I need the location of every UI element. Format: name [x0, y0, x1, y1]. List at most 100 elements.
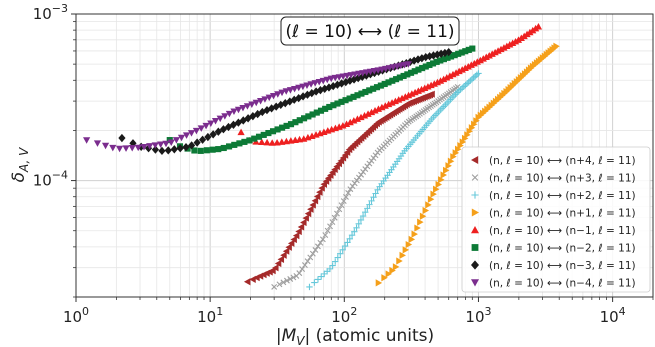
data-point: [362, 208, 369, 216]
data-point: [462, 48, 469, 55]
y-tick-label: 10−4: [33, 169, 68, 190]
data-point: [338, 202, 345, 209]
data-point: [337, 250, 344, 257]
data-point: [418, 54, 426, 63]
legend-marker: [471, 279, 479, 287]
data-point: [316, 86, 325, 95]
data-point: [330, 102, 337, 109]
data-point: [146, 143, 154, 150]
data-point: [350, 117, 358, 124]
data-point: [343, 194, 349, 200]
data-point: [392, 263, 400, 271]
data-point: [473, 117, 480, 125]
x-tick-label: 102: [331, 305, 357, 326]
legend-label: (n, ℓ = 10) ⟷ (n+3, ℓ = 11): [489, 173, 636, 185]
series-2: [271, 83, 461, 290]
data-point: [297, 223, 305, 231]
data-point: [450, 153, 457, 161]
data-point: [287, 239, 295, 247]
data-point: [389, 266, 396, 275]
data-point: [430, 190, 437, 198]
data-point: [437, 57, 444, 64]
data-point: [314, 276, 322, 283]
data-point: [465, 46, 472, 53]
data-point: [447, 157, 455, 165]
data-point: [93, 140, 102, 147]
data-point: [151, 145, 160, 154]
data-point: [405, 240, 413, 249]
data-point: [345, 189, 352, 196]
data-point: [342, 97, 349, 104]
data-point: [309, 201, 316, 209]
data-point: [338, 98, 345, 105]
legend-marker: [471, 174, 479, 181]
y-axis-label: δA, V: [9, 147, 31, 182]
data-point: [445, 48, 453, 57]
data-point: [374, 105, 383, 112]
data-point: [251, 135, 258, 142]
data-point: [246, 137, 253, 144]
data-point: [215, 146, 222, 153]
data-point: [458, 49, 465, 56]
data-point: [322, 105, 329, 112]
data-point: [469, 45, 476, 52]
series-3: [306, 70, 482, 291]
data-point: [316, 188, 323, 196]
data-point: [428, 90, 435, 98]
data-point: [354, 74, 362, 83]
data-point: [417, 218, 424, 226]
series-8: [83, 61, 412, 153]
data-point: [459, 138, 467, 146]
data-point: [354, 92, 361, 99]
data-point: [188, 141, 196, 150]
data-point: [429, 51, 438, 60]
data-point: [370, 193, 377, 201]
data-point: [411, 230, 418, 238]
data-point: [182, 132, 191, 139]
data-point: [471, 120, 478, 128]
data-point: [311, 279, 318, 286]
data-point: [225, 110, 234, 118]
data-point: [226, 143, 233, 150]
data-point: [534, 23, 543, 30]
data-point: [362, 88, 369, 96]
legend-label: (n, ℓ = 10) ⟷ (n−1, ℓ = 11): [489, 225, 636, 237]
data-point: [280, 251, 287, 259]
data-point: [306, 283, 313, 291]
data-point: [290, 85, 299, 93]
data-point: [437, 49, 445, 58]
data-point: [340, 198, 347, 205]
data-point: [214, 127, 222, 136]
data-point: [426, 52, 434, 61]
data-point: [322, 232, 329, 239]
data-point: [274, 259, 282, 268]
data-point: [430, 60, 437, 67]
data-point: [317, 107, 325, 114]
data-point: [290, 274, 297, 281]
data-point: [373, 84, 381, 91]
data-point: [351, 228, 358, 235]
data-point: [440, 171, 448, 179]
data-point: [440, 56, 447, 63]
data-point: [448, 53, 455, 60]
series-1: [243, 90, 435, 286]
data-point: [263, 138, 271, 146]
data-point: [451, 52, 458, 59]
data-point: [317, 239, 324, 246]
data-point: [375, 279, 383, 287]
data-point: [339, 246, 346, 254]
data-point: [353, 115, 362, 122]
legend-label: (n, ℓ = 10) ⟷ (n+2, ℓ = 11): [489, 190, 636, 202]
data-point: [350, 75, 358, 84]
data-point: [346, 95, 353, 102]
data-point: [198, 135, 207, 144]
data-point: [158, 146, 166, 156]
data-point: [261, 96, 269, 103]
data-point: [299, 83, 307, 91]
data-point: [346, 76, 354, 85]
data-point: [203, 147, 210, 154]
data-point: [307, 205, 314, 213]
data-point: [312, 87, 320, 96]
data-point: [191, 147, 198, 154]
